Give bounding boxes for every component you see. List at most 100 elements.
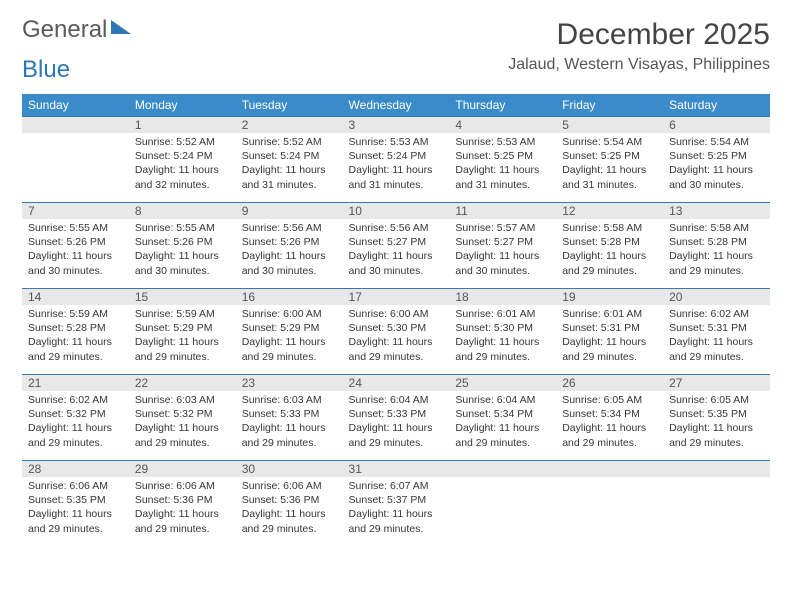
sunrise-text: Sunrise: 6:00 AM <box>349 307 444 321</box>
daylight-line1: Daylight: 11 hours <box>669 163 764 177</box>
sunset-text: Sunset: 5:34 PM <box>455 407 550 421</box>
day-number: 15 <box>129 289 236 305</box>
sunset-text: Sunset: 5:25 PM <box>669 149 764 163</box>
sunrise-text: Sunrise: 6:03 AM <box>242 393 337 407</box>
sunset-text: Sunset: 5:28 PM <box>669 235 764 249</box>
daylight-line2: and 29 minutes. <box>669 264 764 278</box>
sunset-text: Sunset: 5:27 PM <box>349 235 444 249</box>
sunset-text: Sunset: 5:24 PM <box>242 149 337 163</box>
daylight-line1: Daylight: 11 hours <box>562 335 657 349</box>
daylight-line1: Daylight: 11 hours <box>455 163 550 177</box>
daylight-line2: and 29 minutes. <box>669 350 764 364</box>
calendar-day-cell: 19Sunrise: 6:01 AMSunset: 5:31 PMDayligh… <box>556 289 663 375</box>
daylight-line2: and 29 minutes. <box>135 436 230 450</box>
sunrise-text: Sunrise: 5:52 AM <box>242 135 337 149</box>
sunrise-text: Sunrise: 6:05 AM <box>669 393 764 407</box>
sunset-text: Sunset: 5:26 PM <box>28 235 123 249</box>
sunrise-text: Sunrise: 5:56 AM <box>242 221 337 235</box>
location-label: Jalaud, Western Visayas, Philippines <box>508 56 770 74</box>
sunset-text: Sunset: 5:24 PM <box>349 149 444 163</box>
daylight-line1: Daylight: 11 hours <box>135 421 230 435</box>
daylight-line1: Daylight: 11 hours <box>669 335 764 349</box>
sunrise-text: Sunrise: 5:53 AM <box>349 135 444 149</box>
daylight-line1: Daylight: 11 hours <box>28 421 123 435</box>
calendar-day-cell: 7Sunrise: 5:55 AMSunset: 5:26 PMDaylight… <box>22 203 129 289</box>
day-number: 10 <box>343 203 450 219</box>
sunrise-text: Sunrise: 5:53 AM <box>455 135 550 149</box>
calendar-day-cell: 15Sunrise: 5:59 AMSunset: 5:29 PMDayligh… <box>129 289 236 375</box>
daylight-line1: Daylight: 11 hours <box>28 335 123 349</box>
day-details: Sunrise: 6:05 AMSunset: 5:34 PMDaylight:… <box>556 391 663 454</box>
day-details: Sunrise: 5:52 AMSunset: 5:24 PMDaylight:… <box>236 133 343 196</box>
day-number: 8 <box>129 203 236 219</box>
day-details: Sunrise: 6:02 AMSunset: 5:32 PMDaylight:… <box>22 391 129 454</box>
calendar-day-cell: 20Sunrise: 6:02 AMSunset: 5:31 PMDayligh… <box>663 289 770 375</box>
calendar-day-cell: 3 Sunrise: 5:53 AMSunset: 5:24 PMDaylight… <box>343 117 450 203</box>
day-number: 17 <box>343 289 450 305</box>
sunrise-text: Sunrise: 6:03 AM <box>135 393 230 407</box>
day-number: 28 <box>22 461 129 477</box>
sunrise-text: Sunrise: 6:02 AM <box>28 393 123 407</box>
calendar-week-row: 21Sunrise: 6:02 AMSunset: 5:32 PMDayligh… <box>22 375 770 461</box>
day-number: 4 <box>449 117 556 133</box>
daylight-line1: Daylight: 11 hours <box>349 421 444 435</box>
weekday-header: Tuesday <box>236 94 343 117</box>
day-details: Sunrise: 6:01 AMSunset: 5:30 PMDaylight:… <box>449 305 556 368</box>
daylight-line2: and 29 minutes. <box>349 522 444 536</box>
daylight-line2: and 29 minutes. <box>28 350 123 364</box>
sunset-text: Sunset: 5:32 PM <box>135 407 230 421</box>
sunset-text: Sunset: 5:29 PM <box>135 321 230 335</box>
daylight-line2: and 29 minutes. <box>349 436 444 450</box>
day-number: 23 <box>236 375 343 391</box>
calendar-day-cell <box>556 461 663 547</box>
daylight-line2: and 29 minutes. <box>455 350 550 364</box>
sunrise-text: Sunrise: 6:07 AM <box>349 479 444 493</box>
sunrise-text: Sunrise: 5:58 AM <box>669 221 764 235</box>
sunrise-text: Sunrise: 5:54 AM <box>669 135 764 149</box>
calendar-day-cell: 18Sunrise: 6:01 AMSunset: 5:30 PMDayligh… <box>449 289 556 375</box>
calendar-day-cell: 6 Sunrise: 5:54 AMSunset: 5:25 PMDaylight… <box>663 117 770 203</box>
sunrise-text: Sunrise: 6:00 AM <box>242 307 337 321</box>
sunrise-text: Sunrise: 6:05 AM <box>562 393 657 407</box>
sunset-text: Sunset: 5:31 PM <box>669 321 764 335</box>
calendar-week-row: 28Sunrise: 6:06 AMSunset: 5:35 PMDayligh… <box>22 461 770 547</box>
page-title: December 2025 <box>508 18 770 52</box>
calendar-day-cell: 27Sunrise: 6:05 AMSunset: 5:35 PMDayligh… <box>663 375 770 461</box>
sunset-text: Sunset: 5:33 PM <box>242 407 337 421</box>
daylight-line1: Daylight: 11 hours <box>455 249 550 263</box>
sunset-text: Sunset: 5:32 PM <box>28 407 123 421</box>
day-number: 1 <box>129 117 236 133</box>
daylight-line2: and 29 minutes. <box>28 436 123 450</box>
day-details: Sunrise: 5:58 AMSunset: 5:28 PMDaylight:… <box>663 219 770 282</box>
calendar-day-cell: 23Sunrise: 6:03 AMSunset: 5:33 PMDayligh… <box>236 375 343 461</box>
calendar-day-cell <box>449 461 556 547</box>
logo-triangle-icon <box>111 20 131 34</box>
daylight-line2: and 32 minutes. <box>135 178 230 192</box>
daylight-line2: and 30 minutes. <box>669 178 764 192</box>
daylight-line1: Daylight: 11 hours <box>669 421 764 435</box>
daylight-line1: Daylight: 11 hours <box>28 249 123 263</box>
weekday-header: Sunday <box>22 94 129 117</box>
day-number: 3 <box>343 117 450 133</box>
daylight-line1: Daylight: 11 hours <box>455 421 550 435</box>
calendar-day-cell: 22Sunrise: 6:03 AMSunset: 5:32 PMDayligh… <box>129 375 236 461</box>
daylight-line1: Daylight: 11 hours <box>135 507 230 521</box>
day-number-empty <box>449 461 556 477</box>
daylight-line2: and 29 minutes. <box>562 436 657 450</box>
day-details: Sunrise: 6:03 AMSunset: 5:33 PMDaylight:… <box>236 391 343 454</box>
daylight-line1: Daylight: 11 hours <box>242 507 337 521</box>
day-details: Sunrise: 5:58 AMSunset: 5:28 PMDaylight:… <box>556 219 663 282</box>
daylight-line1: Daylight: 11 hours <box>242 421 337 435</box>
daylight-line1: Daylight: 11 hours <box>349 163 444 177</box>
sunrise-text: Sunrise: 5:55 AM <box>28 221 123 235</box>
weekday-header: Saturday <box>663 94 770 117</box>
day-details: Sunrise: 6:06 AMSunset: 5:36 PMDaylight:… <box>236 477 343 540</box>
sunset-text: Sunset: 5:31 PM <box>562 321 657 335</box>
calendar-day-cell: 28Sunrise: 6:06 AMSunset: 5:35 PMDayligh… <box>22 461 129 547</box>
sunset-text: Sunset: 5:26 PM <box>135 235 230 249</box>
daylight-line2: and 31 minutes. <box>349 178 444 192</box>
weekday-header: Wednesday <box>343 94 450 117</box>
daylight-line1: Daylight: 11 hours <box>562 249 657 263</box>
day-number: 6 <box>663 117 770 133</box>
daylight-line2: and 29 minutes. <box>562 350 657 364</box>
